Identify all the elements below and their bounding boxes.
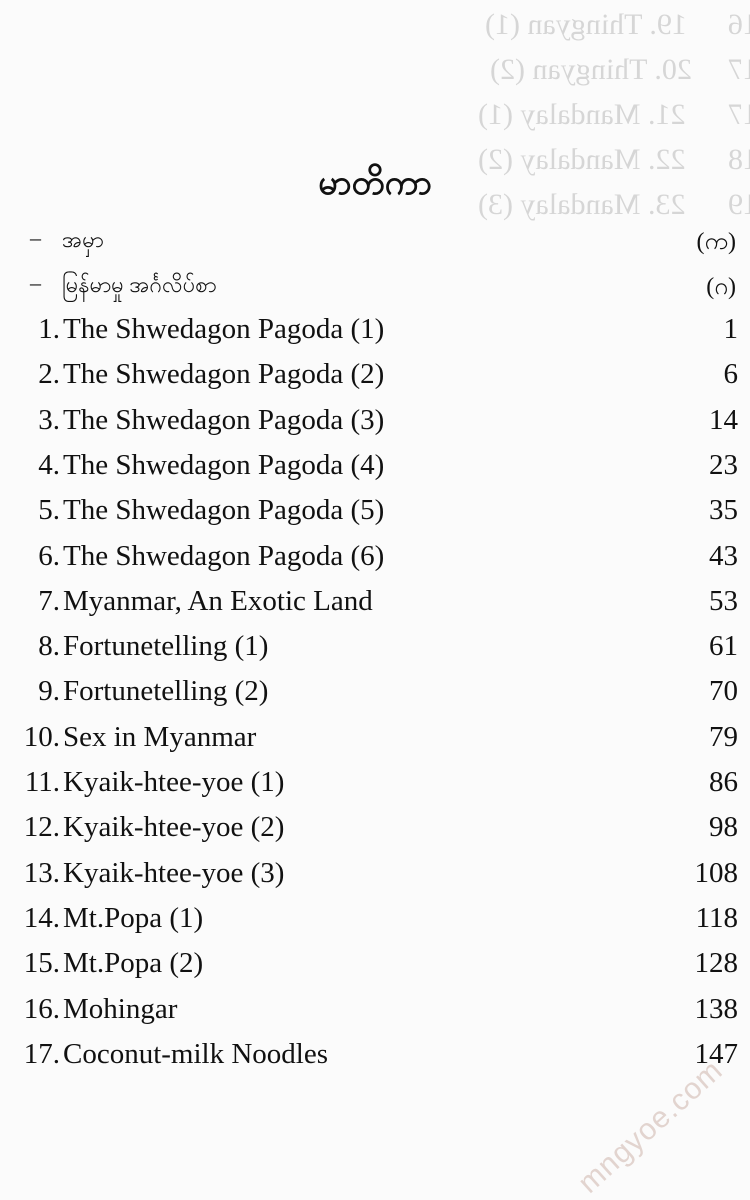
bleed-line: 21. Mandalay (1) bbox=[478, 98, 686, 131]
toc-entry-number: 7. bbox=[38, 584, 60, 617]
toc-entry: 7. Myanmar, An Exotic Land 53 bbox=[0, 579, 750, 623]
front-matter-label: အမှာ bbox=[62, 227, 104, 252]
toc-entry: 15. Mt.Popa (2) 128 bbox=[0, 941, 750, 985]
toc-entry: 16. Mohingar 138 bbox=[0, 987, 750, 1031]
toc-entry-title: The Shwedagon Pagoda (4) bbox=[63, 448, 385, 481]
toc-entry-title: Sex in Myanmar bbox=[63, 720, 257, 753]
toc-entry: 1. The Shwedagon Pagoda (1) 1 bbox=[0, 307, 750, 351]
toc-entry-number: 1. bbox=[38, 313, 60, 345]
bleed-page: 17 bbox=[728, 98, 750, 131]
toc-entry-page: 14 bbox=[709, 403, 738, 436]
toc-entry-number: 17. bbox=[23, 1037, 60, 1070]
toc-entry-page: 86 bbox=[709, 766, 738, 798]
toc-entry: 2. The Shwedagon Pagoda (2) 6 bbox=[0, 352, 750, 396]
toc-entry-title: Mt.Popa (1) bbox=[63, 901, 204, 934]
toc-entry-number: 3. bbox=[38, 403, 60, 436]
toc-entry-title: The Shwedagon Pagoda (3) bbox=[63, 403, 385, 436]
toc-entry-title: Fortunetelling (1) bbox=[63, 630, 269, 663]
toc-entry: 4. The Shwedagon Pagoda (4) 23 bbox=[0, 443, 750, 487]
toc-entry-title: Mohingar bbox=[63, 992, 178, 1025]
toc-entry-number: 8. bbox=[38, 630, 60, 663]
toc-entry-page: 147 bbox=[694, 1037, 739, 1070]
front-matter-page: (ဂ) bbox=[706, 274, 736, 300]
toc-entry: 17. Coconut-milk Noodles 147 bbox=[0, 1032, 750, 1076]
toc-entry-title: The Shwedagon Pagoda (1) bbox=[63, 313, 385, 345]
toc-entry-page: 98 bbox=[709, 811, 738, 844]
toc-entry-page: 35 bbox=[709, 494, 738, 527]
bleed-page: 17 bbox=[728, 53, 750, 86]
toc-entry: 14. Mt.Popa (1) 118 bbox=[0, 896, 750, 940]
front-matter-item: – အမှာ (က) bbox=[0, 225, 750, 265]
toc-entry-page: 118 bbox=[695, 901, 738, 934]
toc-entry-number: 16. bbox=[23, 992, 60, 1025]
toc-entry-page: 23 bbox=[709, 448, 738, 481]
toc-entry-number: 11. bbox=[24, 766, 60, 798]
toc-entry-page: 108 bbox=[694, 856, 739, 889]
toc-entry-title: Coconut-milk Noodles bbox=[63, 1037, 329, 1070]
toc-entry-number: 6. bbox=[38, 539, 60, 572]
toc-entry-title: Kyaik-htee-yoe (1) bbox=[63, 766, 285, 798]
toc-entry: 13. Kyaik-htee-yoe (3) 108 bbox=[0, 851, 750, 895]
toc-entry: 5. The Shwedagon Pagoda (5) 35 bbox=[0, 488, 750, 532]
toc-entry-title: The Shwedagon Pagoda (6) bbox=[63, 539, 385, 572]
toc-entry-title: Fortunetelling (2) bbox=[63, 675, 269, 708]
toc-entry-page: 6 bbox=[723, 358, 739, 391]
toc-entry: 11. Kyaik-htee-yoe (1) 86 bbox=[0, 760, 750, 804]
bleed-line: 20. Thingyan (2) bbox=[490, 53, 692, 86]
toc-entry: 10. Sex in Myanmar 79 bbox=[0, 715, 750, 759]
toc-entry: 9. Fortunetelling (2) 70 bbox=[0, 669, 750, 713]
toc-entry-number: 14. bbox=[23, 901, 60, 934]
toc-entry-title: Myanmar, An Exotic Land bbox=[63, 584, 373, 617]
toc-entry: 6. The Shwedagon Pagoda (6) 43 bbox=[0, 534, 750, 578]
toc-entry-page: 70 bbox=[709, 675, 738, 708]
toc-entry-title: Kyaik-htee-yoe (3) bbox=[63, 856, 285, 889]
front-matter-label: မြန်မာမှု အင်္ဂလိပ်စာ bbox=[62, 272, 217, 297]
toc-entry-number: 5. bbox=[38, 494, 60, 527]
toc-entry-page: 1 bbox=[723, 313, 739, 345]
toc-entry-number: 2. bbox=[38, 358, 60, 391]
toc-entry: 12. Kyaik-htee-yoe (2) 98 bbox=[0, 805, 750, 849]
bleed-line: 19. Thingyan (1) bbox=[485, 8, 687, 41]
toc-entry-page: 128 bbox=[694, 947, 739, 980]
toc-entry-page: 79 bbox=[709, 720, 738, 753]
page-title: မာတိကာ bbox=[318, 165, 432, 202]
toc-entry-number: 9. bbox=[38, 675, 60, 708]
toc-entry-title: Mt.Popa (2) bbox=[63, 947, 204, 980]
dash: – bbox=[30, 270, 41, 295]
toc-entry-title: The Shwedagon Pagoda (2) bbox=[63, 358, 385, 391]
toc-entry-page: 53 bbox=[709, 584, 738, 617]
toc-entry-number: 12. bbox=[23, 811, 60, 844]
front-matter-page: (က) bbox=[696, 229, 736, 255]
toc-entry-number: 13. bbox=[23, 856, 60, 889]
dash: – bbox=[30, 225, 41, 250]
toc-entry-page: 138 bbox=[694, 992, 739, 1025]
toc-entry-title: Kyaik-htee-yoe (2) bbox=[63, 811, 285, 844]
toc-entry-number: 15. bbox=[23, 947, 60, 980]
toc-entry: 8. Fortunetelling (1) 61 bbox=[0, 624, 750, 668]
front-matter-item: – မြန်မာမှု အင်္ဂလိပ်စာ (ဂ) bbox=[0, 270, 750, 310]
toc-entry: 3. The Shwedagon Pagoda (3) 14 bbox=[0, 398, 750, 442]
toc-entry-number: 10. bbox=[23, 720, 60, 753]
toc-entry-title: The Shwedagon Pagoda (5) bbox=[63, 494, 385, 527]
toc-entry-page: 61 bbox=[709, 630, 738, 663]
toc-entry-number: 4. bbox=[38, 448, 60, 481]
bleed-page: 16 bbox=[728, 8, 750, 41]
toc-entry-page: 43 bbox=[709, 539, 738, 572]
